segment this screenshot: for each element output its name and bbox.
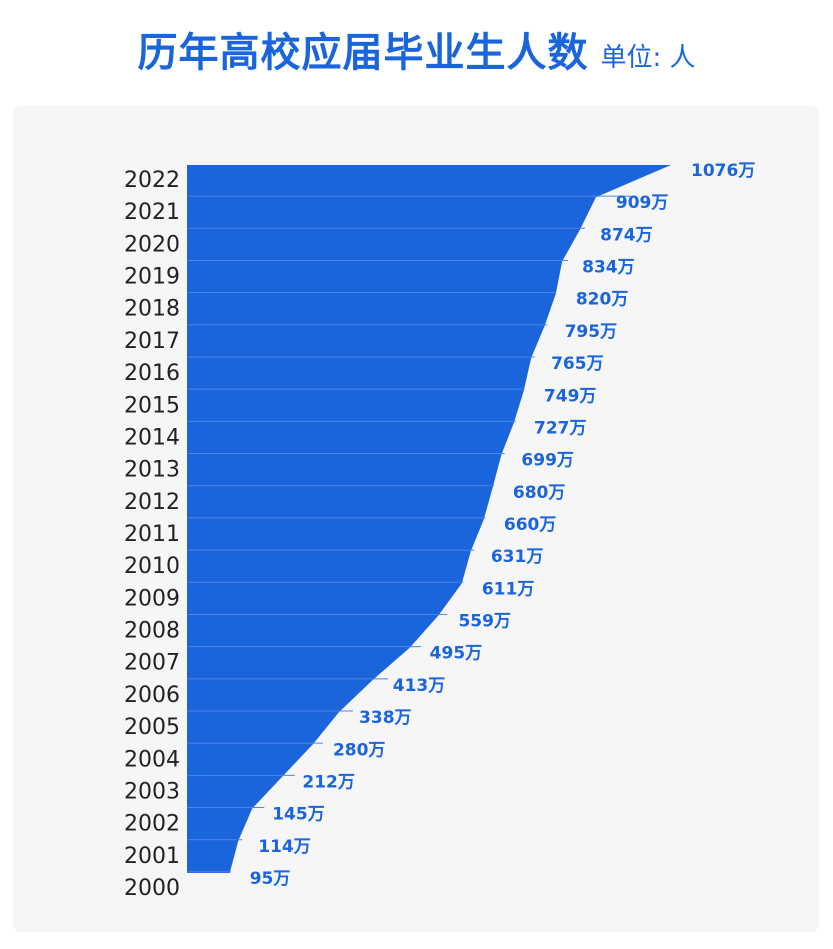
year-label: 2010 [124,554,180,579]
year-label: 2001 [124,844,180,869]
value-label: 631万 [491,547,544,567]
year-label: 2016 [124,361,180,386]
year-label: 2017 [124,329,180,354]
year-label: 2006 [124,683,180,708]
year-label: 2020 [124,232,180,257]
year-label: 2004 [124,747,180,772]
value-label: 338万 [359,708,412,728]
value-label: 795万 [565,322,618,342]
year-label: 2019 [124,265,180,290]
value-label: 834万 [582,258,635,278]
value-label: 413万 [393,676,446,696]
year-label: 2022 [124,168,180,193]
value-label: 660万 [504,515,557,535]
value-label: 699万 [521,451,574,471]
year-label: 2021 [124,200,180,225]
value-label: 909万 [616,193,669,213]
year-label: 2012 [124,490,180,515]
title-row: 历年高校应届毕业生人数 单位: 人 [0,20,833,80]
year-label: 2003 [124,779,180,804]
value-label: 680万 [513,483,566,503]
area-fill [187,165,671,873]
value-label: 727万 [534,418,587,438]
value-label: 820万 [576,290,629,310]
year-label: 2009 [124,586,180,611]
year-label: 2000 [124,876,180,901]
value-label: 95万 [250,869,291,889]
value-label: 280万 [333,740,386,760]
page-title: 历年高校应届毕业生人数 [137,30,589,76]
year-label: 2013 [124,458,180,483]
value-label: 765万 [551,354,604,374]
value-label: 611万 [482,579,535,599]
year-label: 2015 [124,393,180,418]
value-label: 749万 [544,386,597,406]
year-label: 2002 [124,812,180,837]
year-label: 2018 [124,297,180,322]
year-label: 2014 [124,425,180,450]
value-label: 559万 [458,612,511,632]
unit-label: 单位: 人 [600,43,696,73]
value-label: 1076万 [691,161,755,181]
value-label: 114万 [258,837,311,857]
value-label: 145万 [272,805,325,825]
year-label: 2011 [124,522,180,547]
year-label: 2005 [124,715,180,740]
value-label: 874万 [600,225,653,245]
value-label: 495万 [430,644,483,664]
year-label: 2008 [124,619,180,644]
value-label: 212万 [302,772,355,792]
year-label: 2007 [124,651,180,676]
